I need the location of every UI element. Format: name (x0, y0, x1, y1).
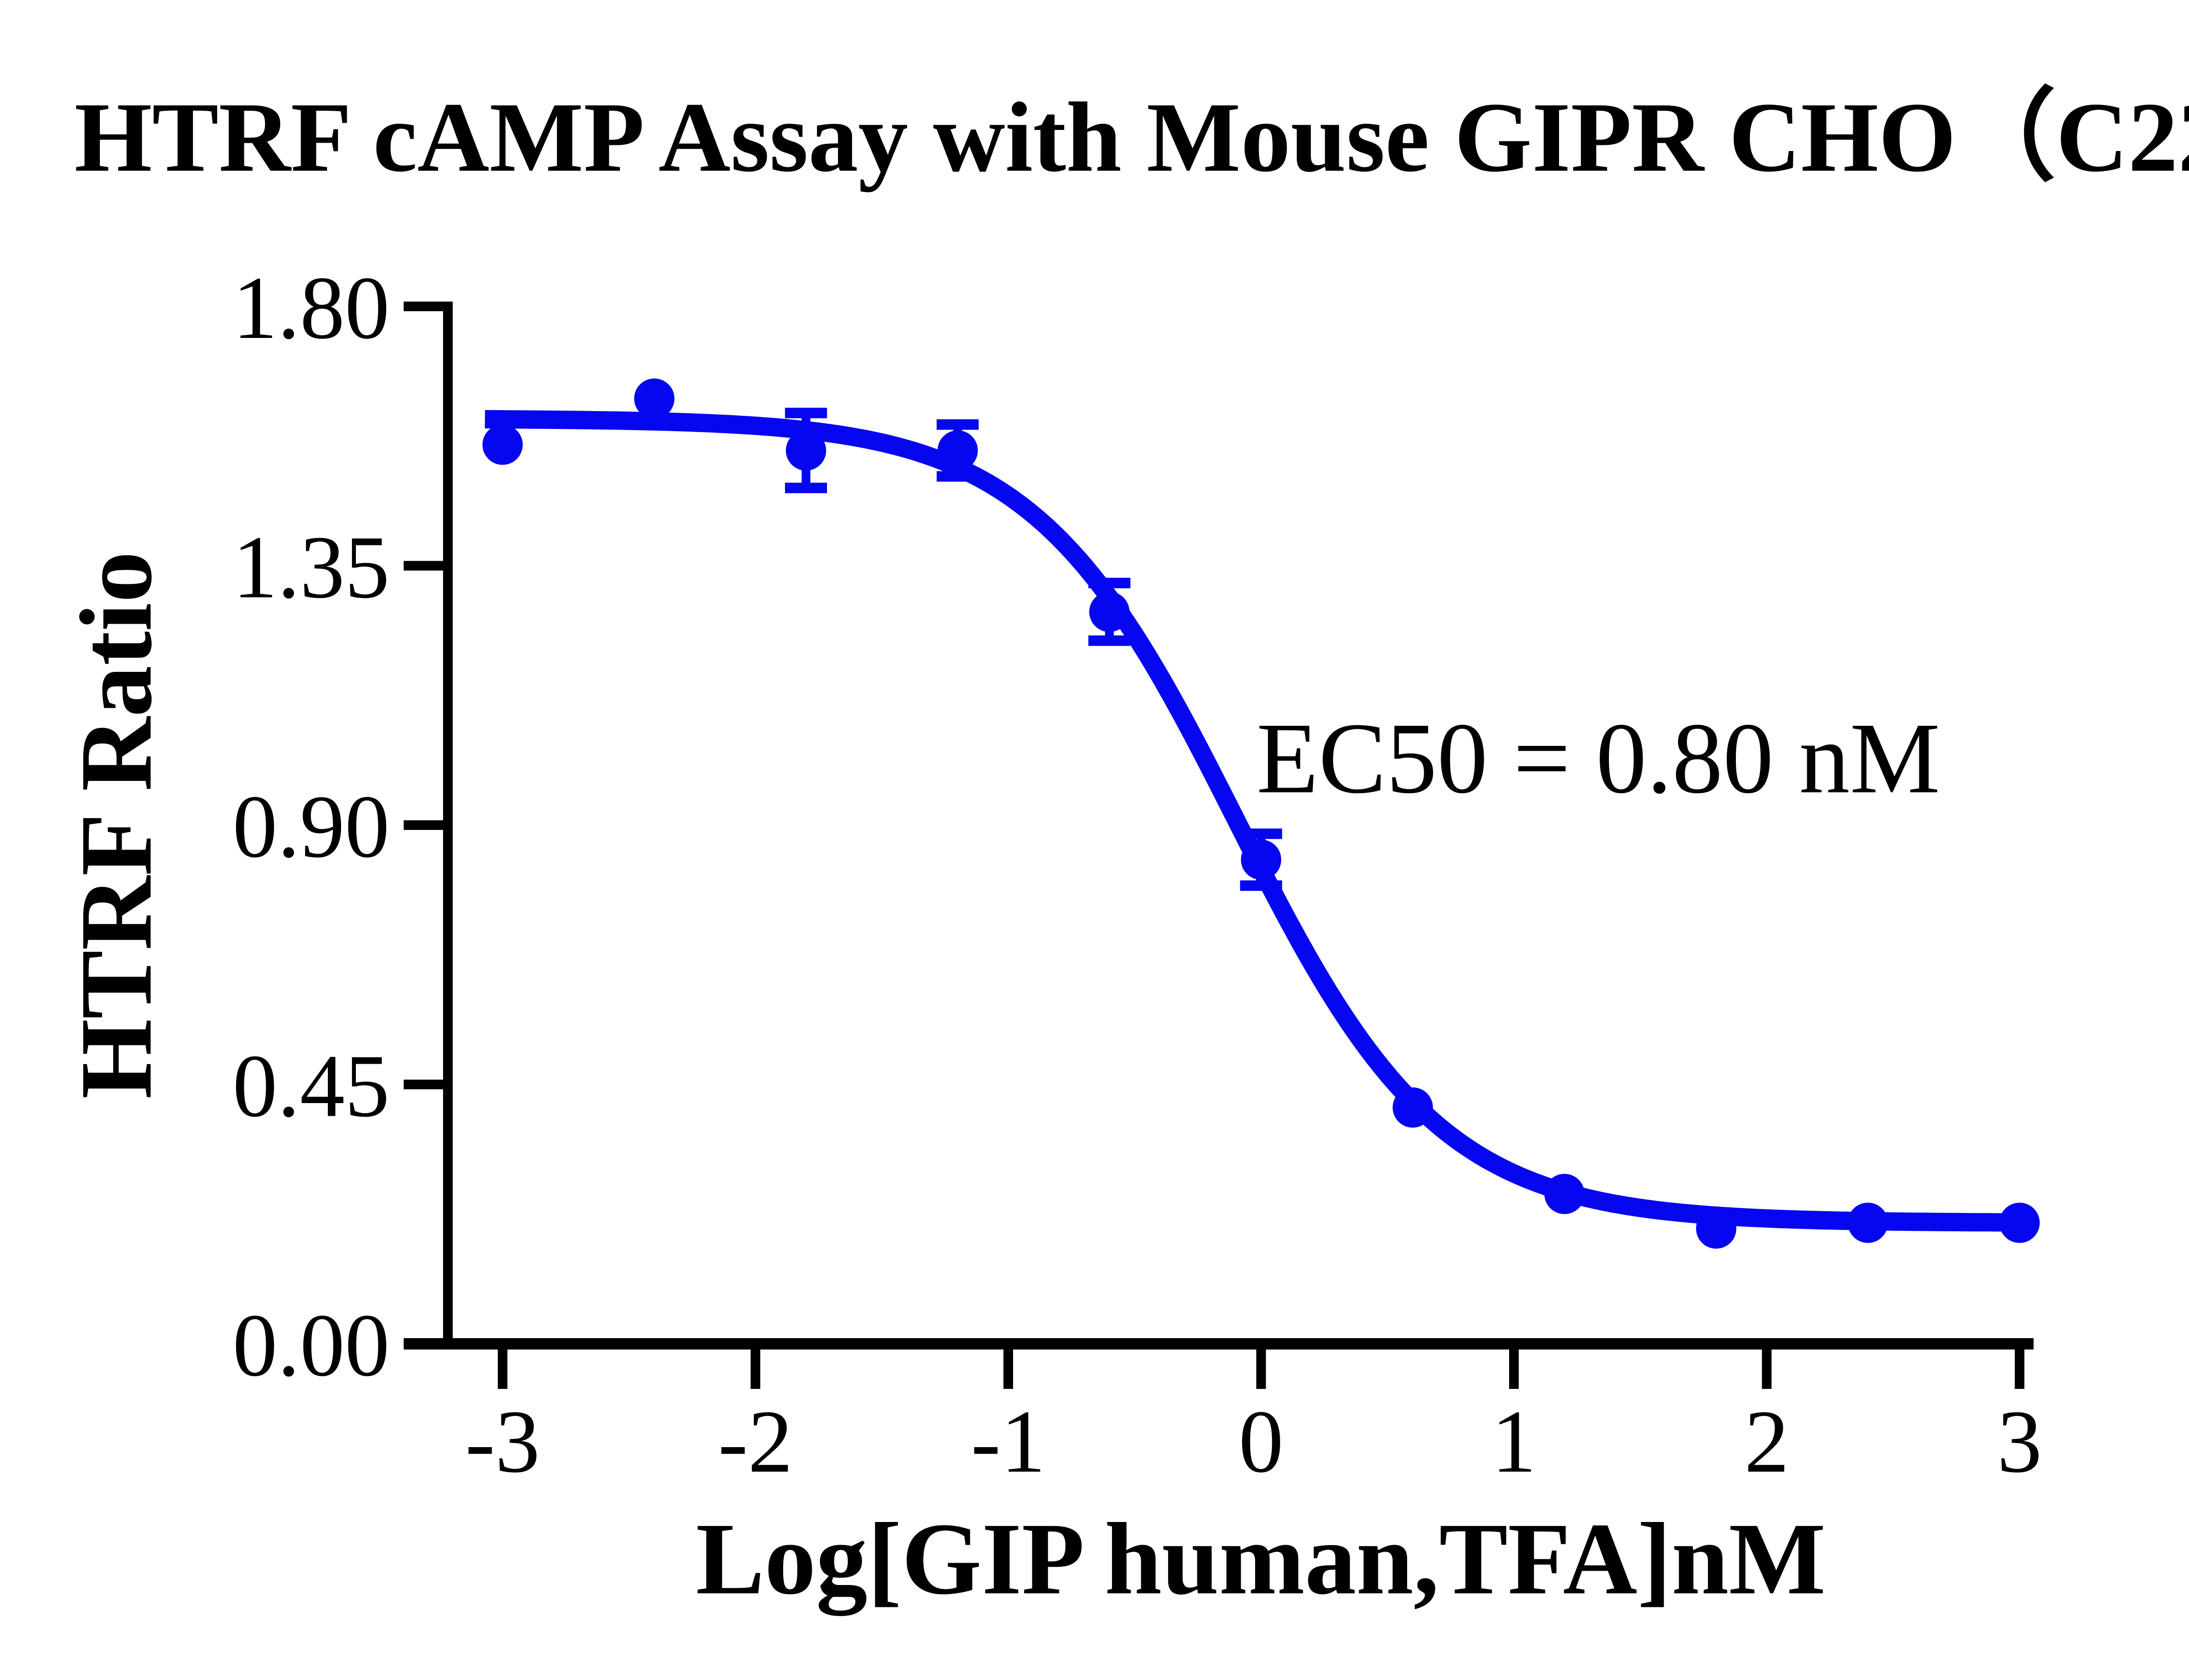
y-tick-labels-group: 1.80 1.35 0.90 0.45 0.00 (232, 258, 390, 1395)
data-point (786, 430, 826, 471)
y-tick-label: 1.80 (232, 258, 390, 358)
data-point (937, 430, 978, 471)
error-bar-cap-top (936, 419, 979, 430)
x-tick-label: -3 (465, 1392, 540, 1491)
y-tick-label: 0.45 (232, 1036, 390, 1135)
x-tick (2015, 1350, 2024, 1389)
data-point (634, 378, 675, 419)
data-point (1544, 1174, 1585, 1214)
y-tick (404, 1079, 443, 1090)
error-bar-cap-top (785, 408, 827, 418)
data-points-group (482, 378, 2040, 1249)
error-bars-group (785, 408, 1282, 891)
x-tick-label: 2 (1744, 1392, 1789, 1491)
y-tick-label: 0.00 (232, 1296, 390, 1395)
x-axis-title: Log[GIP human,TFA]nM (696, 1502, 1826, 1616)
y-tick-label: 0.90 (232, 777, 390, 876)
data-point (1999, 1202, 2040, 1243)
data-point (1848, 1202, 1888, 1243)
x-tick-label: -1 (971, 1392, 1046, 1491)
data-point (1241, 839, 1281, 880)
x-tick-labels-group: -3 -2 -1 0 1 2 3 (465, 1392, 2042, 1491)
y-axis-line (443, 302, 453, 1350)
error-bar-cap-bottom (936, 471, 979, 482)
y-tick (404, 301, 443, 311)
x-tick-label: 3 (1997, 1392, 2042, 1491)
y-tick (404, 561, 443, 571)
data-point (482, 424, 523, 465)
y-tick (404, 1339, 443, 1349)
x-tick (1762, 1350, 1772, 1389)
ec50-annotation: EC50 = 0.80 nM (1256, 702, 1940, 815)
x-tick (498, 1350, 507, 1389)
error-bar-cap-bottom (1088, 635, 1130, 646)
error-bar-cap-top (1240, 828, 1282, 839)
y-axis-title: HTRF Ratio (59, 551, 173, 1099)
error-bar-cap-bottom (1240, 880, 1282, 891)
y-tick (404, 820, 443, 830)
y-tick-label: 1.35 (232, 517, 390, 617)
x-tick-label: 0 (1239, 1392, 1284, 1491)
error-bar-cap-top (1088, 577, 1130, 588)
data-point (1696, 1208, 1736, 1249)
x-tick (750, 1350, 760, 1389)
fit-curve (485, 410, 2017, 1232)
chart-title: HTRF cAMP Assay with Mouse GIPR CHO（C22） (74, 82, 2189, 193)
x-tick (1509, 1350, 1519, 1389)
fit-curve-group (485, 410, 2017, 1232)
axes-group (404, 301, 2034, 1389)
x-axis-line (404, 1338, 2034, 1350)
error-bar-cap-bottom (785, 482, 827, 493)
x-tick-label: -2 (718, 1392, 793, 1491)
x-tick-label: 1 (1492, 1392, 1537, 1491)
x-tick (1003, 1350, 1013, 1389)
data-point (1089, 591, 1130, 632)
data-point (1393, 1087, 1433, 1128)
x-tick (1256, 1350, 1266, 1389)
